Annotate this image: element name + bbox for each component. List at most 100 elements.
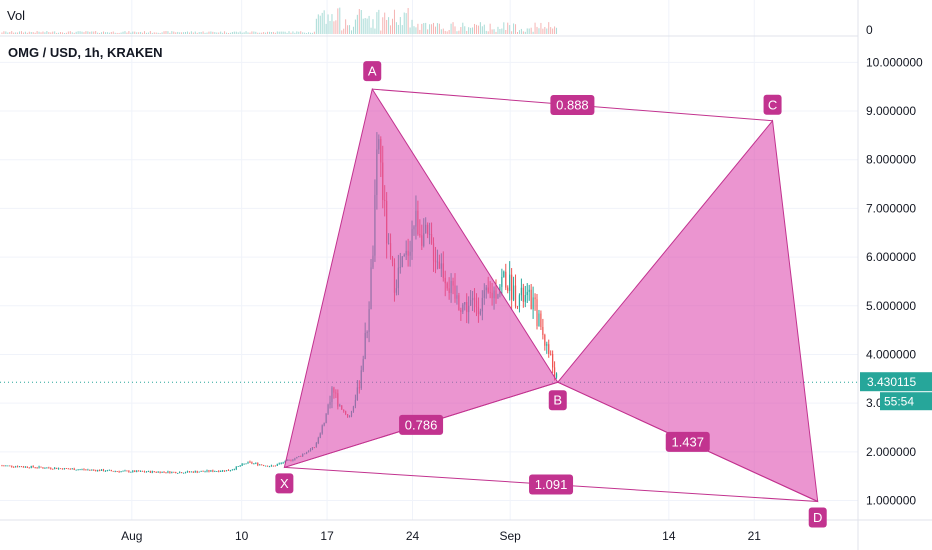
volume-bar — [397, 24, 399, 34]
xabcd-pattern[interactable]: 0.888 0.786 1.437 1.091 X A B C D — [275, 61, 827, 528]
volume-bar — [386, 19, 388, 34]
volume-bar — [491, 29, 493, 34]
candle-body — [24, 466, 26, 468]
volume-bar — [13, 32, 15, 34]
volume-bar — [112, 31, 114, 34]
time-tick-label-0: Aug — [121, 529, 142, 543]
candle-body — [190, 471, 192, 473]
ratio-label-0-786: 0.786 — [405, 417, 438, 432]
candle-body — [20, 466, 23, 468]
volume-bar — [42, 31, 44, 34]
volume-bar — [81, 31, 83, 34]
candle-body — [57, 468, 60, 470]
volume-bar — [458, 30, 460, 34]
volume-bar — [60, 32, 62, 34]
volume-bar — [202, 31, 204, 34]
volume-bar — [101, 32, 103, 34]
volume-bar — [329, 20, 331, 34]
candle-body — [214, 471, 216, 473]
volume-bar — [15, 32, 17, 34]
volume-bar — [528, 28, 530, 34]
volume-bar — [247, 32, 249, 34]
candle-body — [145, 471, 148, 473]
volume-bar — [104, 32, 106, 34]
candle-body — [46, 467, 48, 469]
candle-body — [186, 471, 189, 473]
volume-label: Vol — [7, 8, 25, 23]
volume-bar — [452, 22, 454, 34]
price-axis[interactable]: 1.0000002.0000003.0000004.0000005.000000… — [866, 55, 923, 507]
volume-bar — [38, 31, 40, 34]
volume-bar — [304, 32, 306, 34]
candle-body — [552, 353, 554, 368]
time-axis[interactable]: Aug 10 17 24 Sep 14 21 — [121, 529, 761, 543]
volume-bar — [272, 31, 274, 34]
volume-bar — [206, 32, 208, 34]
candle-body — [34, 467, 36, 469]
candle-body — [194, 471, 196, 473]
volume-bar — [474, 23, 476, 34]
volume-bar — [32, 32, 34, 34]
candle-body — [81, 469, 83, 470]
volume-bar — [274, 32, 276, 34]
volume-bar — [513, 23, 515, 34]
candle-body — [171, 471, 173, 474]
point-label-bg-x — [275, 473, 294, 494]
volume-bar — [24, 31, 26, 34]
volume-bar — [91, 31, 93, 34]
volume-bar — [181, 32, 183, 34]
point-label-a: A — [368, 64, 377, 79]
volume-bar — [403, 12, 405, 34]
point-label-d: D — [813, 510, 822, 525]
volume-bar — [245, 31, 247, 34]
candle-body — [218, 471, 220, 472]
volume-bar — [409, 27, 411, 34]
volume-bar — [372, 19, 374, 34]
volume-bar — [323, 10, 325, 34]
volume-bar — [405, 13, 407, 34]
volume-bar — [556, 27, 558, 34]
candle-body — [136, 470, 138, 472]
candle-body — [9, 465, 11, 467]
candle-body — [161, 471, 163, 473]
volume-bar — [169, 32, 171, 34]
candle-body — [95, 470, 97, 472]
candle-body — [59, 468, 62, 470]
volume-bar — [501, 28, 503, 34]
volume-bar — [102, 31, 104, 34]
candle-body — [261, 464, 263, 466]
volume-bar — [167, 31, 169, 34]
volume-bar — [341, 30, 343, 34]
volume-bar — [106, 32, 108, 34]
point-label-c: C — [768, 97, 777, 112]
candle-body — [270, 465, 273, 467]
volume-bar — [75, 31, 77, 34]
volume-bar — [534, 22, 536, 34]
volume-bar — [507, 22, 509, 34]
volume-bar — [216, 32, 218, 34]
volume-bar — [522, 31, 524, 34]
volume-bar — [483, 24, 485, 34]
volume-bar — [419, 29, 421, 34]
volume-bar — [436, 23, 438, 34]
volume-bar — [93, 31, 95, 34]
volume-bar — [83, 32, 85, 34]
volume-bar — [120, 32, 122, 34]
candle-body — [134, 470, 136, 472]
volume-bar — [315, 18, 317, 34]
volume-bar — [204, 32, 206, 34]
triangle-xab[interactable] — [283, 87, 559, 469]
volume-bar — [345, 19, 347, 34]
volume-bar — [198, 32, 200, 34]
candle-body — [514, 285, 517, 307]
candle-body — [182, 472, 185, 474]
volume-bar — [489, 23, 491, 34]
volume-bar — [354, 19, 356, 34]
volume-bar — [536, 26, 538, 34]
candle-body — [544, 334, 546, 346]
ratio-label-1-091: 1.091 — [535, 477, 568, 492]
volume-bar — [69, 31, 71, 34]
volume-bar — [313, 31, 315, 34]
volume-bar — [368, 15, 370, 34]
